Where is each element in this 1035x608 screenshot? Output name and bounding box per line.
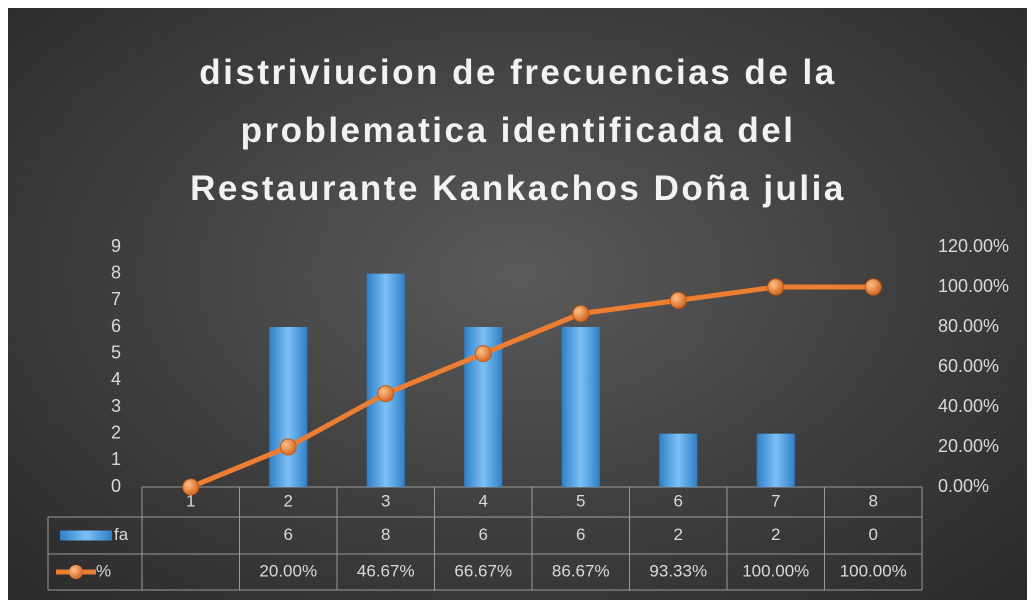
category-label: 8 bbox=[869, 491, 878, 510]
marker bbox=[572, 305, 590, 323]
marker bbox=[377, 385, 395, 403]
table-value: 6 bbox=[284, 525, 293, 544]
table-value: 0 bbox=[869, 525, 878, 544]
legend-key bbox=[60, 530, 112, 541]
bar bbox=[659, 433, 698, 487]
category-label: 5 bbox=[576, 491, 585, 510]
y-tick-label: 0 bbox=[111, 476, 121, 496]
bar bbox=[366, 273, 405, 487]
legend-label: % bbox=[96, 561, 111, 580]
y-tick-label: 9 bbox=[111, 236, 121, 256]
y2-tick-label: 80.00% bbox=[938, 316, 999, 336]
y-tick-label: 5 bbox=[111, 342, 121, 362]
bar bbox=[269, 327, 308, 487]
y2-tick-label: 0.00% bbox=[938, 476, 989, 496]
table-value: 6 bbox=[576, 525, 585, 544]
line bbox=[189, 284, 874, 490]
y2-tick-label: 40.00% bbox=[938, 396, 999, 416]
bar bbox=[561, 327, 600, 487]
table-value: 100.00% bbox=[742, 561, 809, 580]
bar bbox=[756, 433, 795, 487]
y2-tick-label: 120.00% bbox=[938, 236, 1009, 256]
chart-title: distriviucion de frecuencias de la probl… bbox=[190, 53, 846, 208]
legend-label: fa bbox=[114, 525, 129, 544]
category-label: 1 bbox=[186, 491, 195, 510]
y2-tick-label: 20.00% bbox=[938, 436, 999, 456]
category-label: 4 bbox=[479, 491, 488, 510]
y-tick-label: 1 bbox=[111, 449, 121, 469]
table-value: 93.33% bbox=[649, 561, 707, 580]
table-value: 8 bbox=[381, 525, 390, 544]
category-label: 7 bbox=[771, 491, 780, 510]
table-value: 2 bbox=[674, 525, 683, 544]
marker bbox=[864, 278, 882, 296]
chart-area: distriviucion de frecuencias de la probl… bbox=[8, 8, 1027, 600]
chart: 0 1 2 3 4 5 6 7 8 9 0.00% 20.00% 40.00% 60.00% 80.00% 1… bbox=[47, 236, 1009, 591]
y2-tick-label: 60.00% bbox=[938, 356, 999, 376]
table-value: 6 bbox=[479, 525, 488, 544]
table-value: 46.67% bbox=[357, 561, 415, 580]
y-tick-label: 7 bbox=[111, 289, 121, 309]
category-label: 6 bbox=[674, 491, 683, 510]
table-value: 100.00% bbox=[840, 561, 907, 580]
table-value: 86.67% bbox=[552, 561, 610, 580]
marker bbox=[669, 291, 687, 309]
y-tick-label: 6 bbox=[111, 316, 121, 336]
y-tick-label: 3 bbox=[111, 396, 121, 416]
category-label: 3 bbox=[381, 491, 390, 510]
marker bbox=[474, 345, 492, 363]
y-tick-label: 8 bbox=[111, 262, 121, 282]
y-tick-label: 4 bbox=[111, 369, 121, 389]
marker bbox=[767, 278, 785, 296]
y-tick-label: 2 bbox=[111, 422, 121, 442]
table-value: 2 bbox=[771, 525, 780, 544]
marker bbox=[279, 438, 297, 456]
marker bbox=[182, 478, 200, 496]
table-value: 66.67% bbox=[454, 561, 512, 580]
legend-key bbox=[69, 565, 83, 579]
table-value: 20.00% bbox=[259, 561, 317, 580]
y2-tick-label: 100.00% bbox=[938, 276, 1009, 296]
category-label: 2 bbox=[284, 491, 293, 510]
